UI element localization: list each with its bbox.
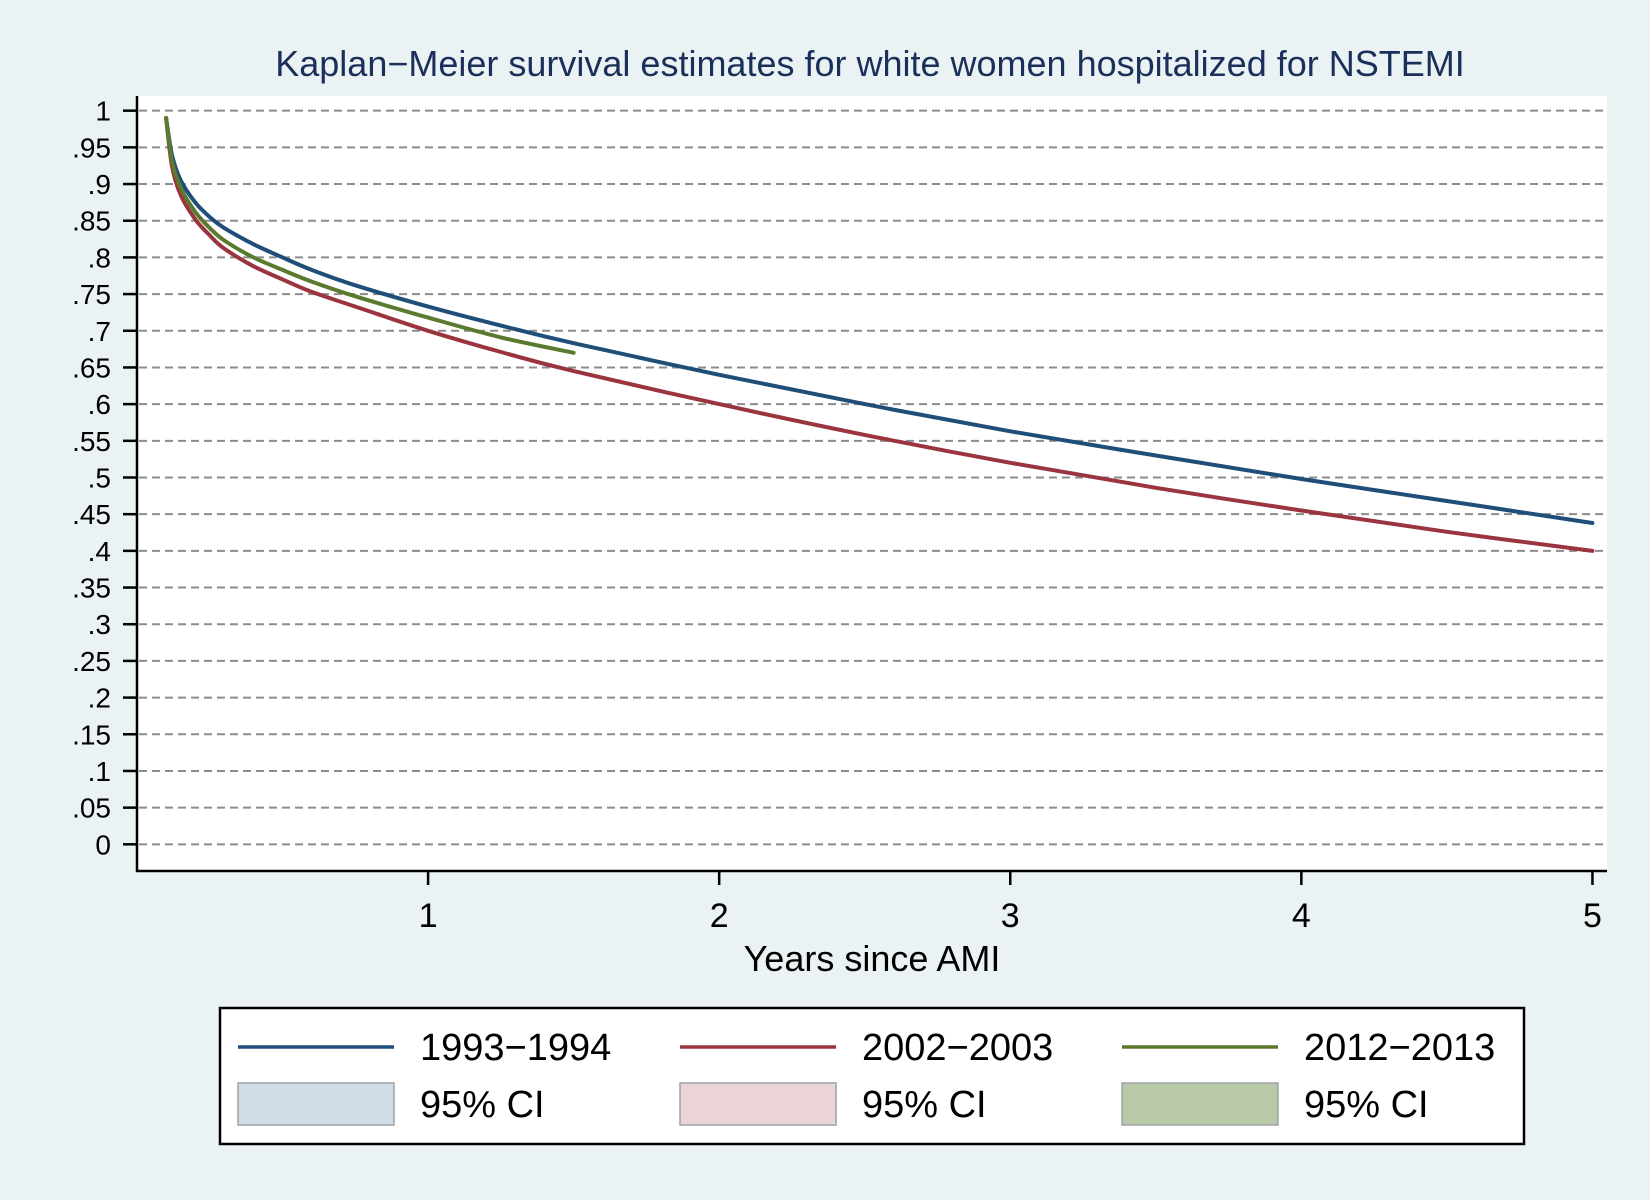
y-tick-label: .4: [88, 536, 111, 567]
y-tick-label: .8: [88, 242, 111, 273]
y-tick-label: .25: [72, 646, 111, 677]
y-tick-label: .65: [72, 352, 111, 383]
legend: 1993−1994 95% CI 2002−2003 95% CI 2012−2013 9…: [218, 1006, 1526, 1146]
legend-ci-label-1: 95% CI: [420, 1084, 545, 1126]
y-tick-label: .9: [88, 169, 111, 200]
y-tick-label: .7: [88, 316, 111, 347]
y-tick-label: .85: [72, 206, 111, 237]
y-tick-label: .05: [72, 793, 111, 824]
plot-area: [137, 96, 1607, 870]
legend-ci-label-3: 95% CI: [1304, 1084, 1429, 1126]
legend-label-3: 2012−2013: [1304, 1027, 1495, 1069]
chart-title: Kaplan−Meier survival estimates for whit…: [275, 43, 1464, 84]
y-tick-label: .15: [72, 719, 111, 750]
x-axis-ticks: 1 2 3 4 5: [419, 871, 1602, 935]
series-line-3: [164, 116, 576, 355]
y-tick-label: .3: [88, 609, 111, 640]
y-tick-label: 0: [95, 829, 111, 860]
series-lines: [164, 116, 1595, 553]
legend-items: 1993−1994 95% CI 2002−2003 95% CI 2012−2013 9…: [237, 1027, 1495, 1126]
x-tick-label: 3: [1001, 897, 1020, 935]
y-tick-label: 1: [95, 96, 111, 127]
legend-ci-label-2: 95% CI: [862, 1084, 987, 1126]
legend-ci-swatch-2: [679, 1082, 837, 1126]
y-tick-label: .35: [72, 573, 111, 604]
x-tick-label: 5: [1583, 897, 1602, 935]
legend-ci-swatch-3: [1121, 1082, 1279, 1126]
x-axis-title: Years since AMI: [744, 938, 1001, 979]
legend-ci-swatch-1: [237, 1082, 395, 1126]
y-tick-label: .2: [88, 683, 111, 714]
y-tick-label: .75: [72, 279, 111, 310]
x-tick-label: 2: [710, 897, 729, 935]
series-line-1: [164, 116, 1595, 525]
legend-box: [218, 1006, 1526, 1146]
gridlines: [139, 109, 1607, 846]
y-tick-label: .1: [88, 756, 111, 787]
y-tick-label: .6: [88, 389, 111, 420]
series-line-2: [164, 116, 1595, 553]
legend-label-2: 2002−2003: [862, 1027, 1053, 1069]
y-tick-label: .5: [88, 462, 111, 493]
y-tick-label: .55: [72, 426, 111, 457]
y-tick-label: .95: [72, 132, 111, 163]
y-axis-ticks: 0 .05 .1 .15 .2 .25 .3 .35 .4 .45 .5 .55 .6 .65 .7 .75.…: [72, 96, 137, 860]
x-tick-label: 4: [1292, 897, 1311, 935]
x-tick-label: 1: [419, 897, 438, 935]
legend-label-1: 1993−1994: [420, 1027, 611, 1069]
y-tick-label: .45: [72, 499, 111, 530]
